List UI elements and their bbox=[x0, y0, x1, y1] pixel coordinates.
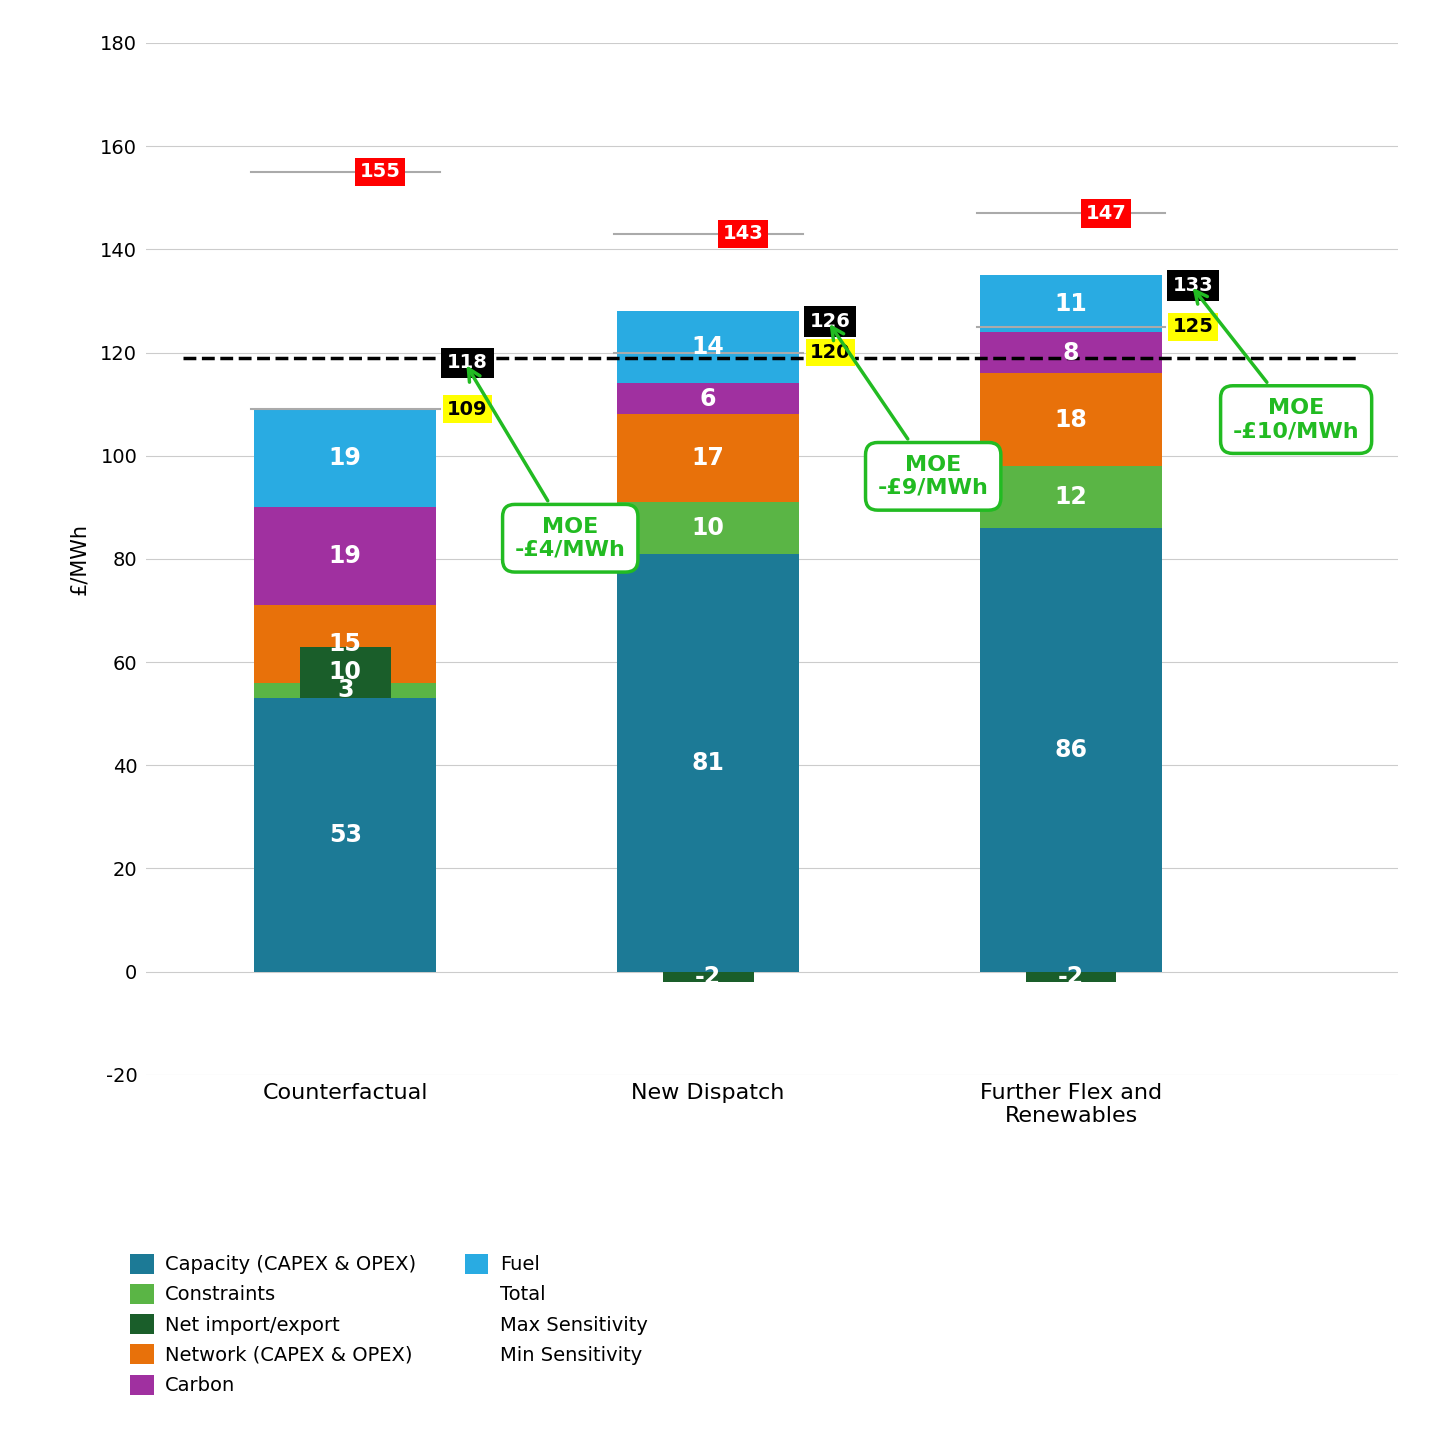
Text: MOE
-£9/MWh: MOE -£9/MWh bbox=[831, 327, 989, 497]
Bar bbox=[617, 384, 799, 414]
Text: 17: 17 bbox=[692, 446, 725, 470]
Text: 133: 133 bbox=[1172, 277, 1213, 295]
Bar bbox=[255, 698, 435, 972]
Bar bbox=[980, 275, 1162, 332]
Bar bbox=[617, 414, 799, 502]
Text: 53: 53 bbox=[329, 823, 361, 847]
Text: 6: 6 bbox=[700, 387, 716, 411]
Bar bbox=[1025, 972, 1117, 982]
Text: 120: 120 bbox=[810, 342, 850, 363]
Text: 10: 10 bbox=[692, 516, 725, 540]
Text: 126: 126 bbox=[810, 312, 850, 331]
Bar bbox=[255, 605, 435, 682]
Text: 3: 3 bbox=[336, 678, 354, 702]
Text: 19: 19 bbox=[329, 545, 361, 569]
Bar bbox=[980, 466, 1162, 527]
Bar bbox=[617, 311, 799, 384]
Text: 86: 86 bbox=[1054, 738, 1088, 762]
Text: 8: 8 bbox=[1063, 341, 1079, 364]
Bar bbox=[255, 410, 435, 507]
Text: 109: 109 bbox=[447, 400, 488, 418]
Bar bbox=[617, 502, 799, 553]
Text: 15: 15 bbox=[329, 632, 361, 656]
Text: MOE
-£4/MWh: MOE -£4/MWh bbox=[469, 368, 626, 560]
Text: -2: -2 bbox=[695, 964, 721, 989]
Text: 14: 14 bbox=[692, 335, 725, 360]
Text: 19: 19 bbox=[329, 446, 361, 470]
Text: 118: 118 bbox=[447, 354, 488, 373]
Text: 125: 125 bbox=[1172, 317, 1214, 337]
Bar bbox=[617, 553, 799, 972]
Legend: Capacity (CAPEX & OPEX), Constraints, Net import/export, Network (CAPEX & OPEX),: Capacity (CAPEX & OPEX), Constraints, Ne… bbox=[130, 1254, 648, 1396]
Y-axis label: £/MWh: £/MWh bbox=[68, 523, 89, 595]
Bar bbox=[980, 373, 1162, 466]
Text: MOE
-£10/MWh: MOE -£10/MWh bbox=[1195, 291, 1360, 441]
Bar bbox=[255, 507, 435, 605]
Text: 143: 143 bbox=[722, 225, 763, 244]
Text: 11: 11 bbox=[1054, 291, 1088, 315]
Text: 12: 12 bbox=[1054, 484, 1088, 509]
Text: 81: 81 bbox=[692, 751, 725, 775]
Text: 155: 155 bbox=[360, 162, 400, 182]
Text: -2: -2 bbox=[1059, 964, 1085, 989]
Bar bbox=[980, 332, 1162, 373]
Text: 10: 10 bbox=[329, 661, 361, 685]
Bar bbox=[300, 646, 390, 698]
Bar bbox=[980, 527, 1162, 972]
Text: 147: 147 bbox=[1086, 203, 1127, 222]
Bar bbox=[662, 972, 754, 982]
Text: 18: 18 bbox=[1054, 407, 1088, 431]
Bar bbox=[255, 682, 435, 698]
